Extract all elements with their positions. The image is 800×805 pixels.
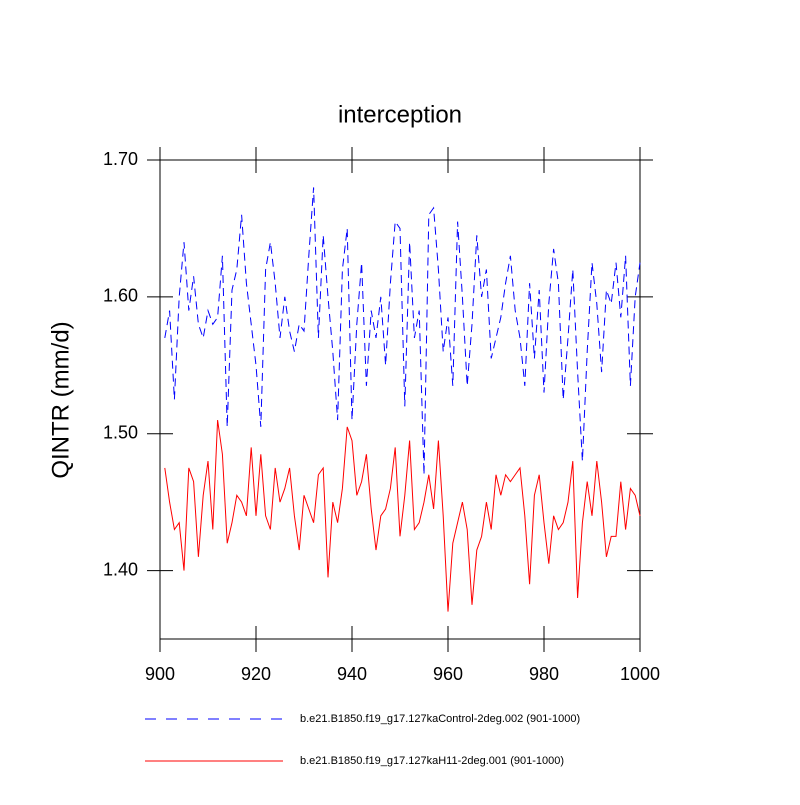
x-tick-label: 940 — [337, 664, 367, 684]
x-tick-label: 960 — [433, 664, 463, 684]
legend-label: b.e21.B1850.f19_g17.127kaControl-2deg.00… — [300, 713, 580, 725]
y-axis-label: QINTR (mm/d) — [47, 321, 74, 478]
x-tick-label: 900 — [145, 664, 175, 684]
x-tick-label: 920 — [241, 664, 271, 684]
data-line — [164, 187, 641, 475]
y-tick-label: 1.50 — [103, 422, 138, 442]
x-tick-label: 1000 — [620, 664, 660, 684]
y-tick-label: 1.60 — [103, 286, 138, 306]
legend-label: b.e21.B1850.f19_g17.127kaH11-2deg.001 (9… — [300, 755, 564, 767]
chart-title: interception — [338, 101, 462, 128]
data-line — [164, 419, 641, 612]
y-tick-label: 1.40 — [103, 559, 138, 579]
y-tick-label: 1.70 — [103, 149, 138, 169]
plot-frame — [159, 159, 641, 640]
x-tick-label: 980 — [529, 664, 559, 684]
